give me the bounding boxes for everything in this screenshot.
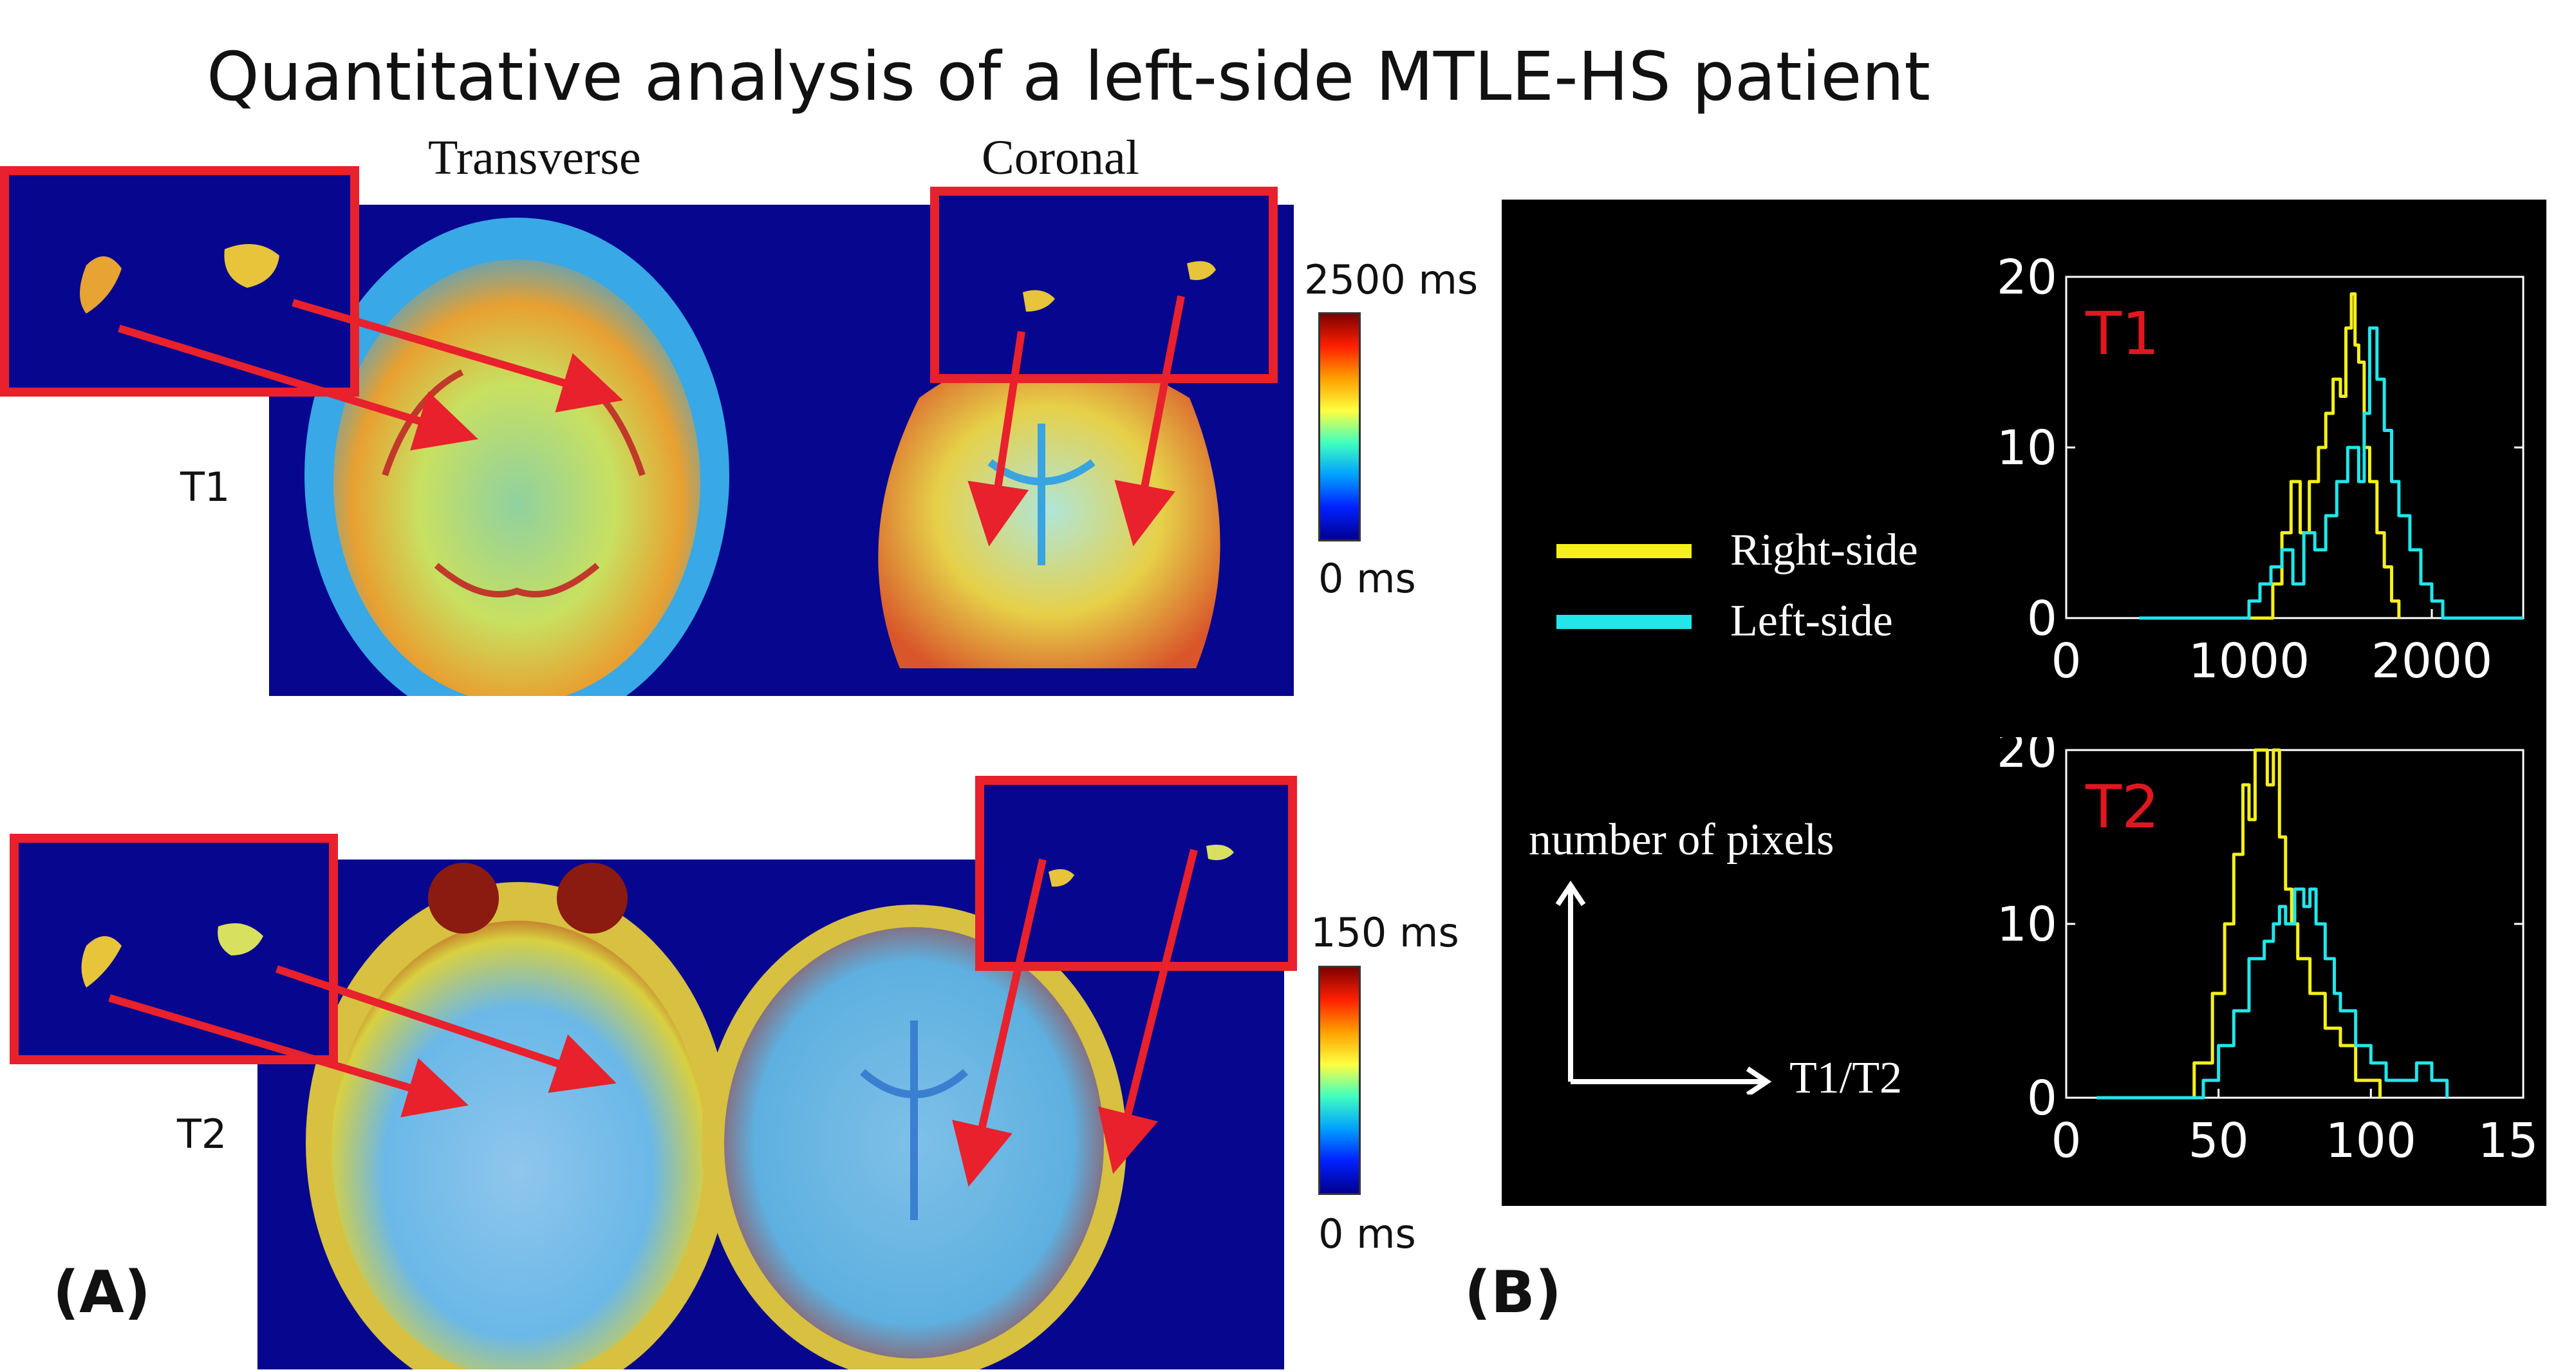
series-right-side-t1	[2249, 292, 2401, 620]
legend-label-right-side: Right-side	[1730, 525, 1918, 575]
panel-tag-t1: T1	[2085, 299, 2160, 368]
t1-transverse-arrow-right	[292, 299, 624, 413]
x-tick-label-t2-1: 50	[2189, 1113, 2249, 1169]
y-tick-label-t1-2: 20	[1997, 258, 2057, 305]
y-tick-label-t1-0: 0	[2027, 591, 2057, 646]
t2-transverse-arrow-left	[108, 994, 469, 1118]
legend-label-left-side: Left-side	[1730, 596, 1893, 646]
t1-coronal-arrow-right	[1114, 295, 1185, 547]
x-axis-key-label: T1/T2	[1789, 1053, 1902, 1103]
t2-coronal-arrow-right	[1097, 849, 1198, 1174]
column-header-transverse: Transverse	[428, 131, 641, 185]
t1-colorbar-max-label: 2500 ms	[1304, 256, 1479, 303]
t1-transverse-hippocampus-inset	[0, 166, 359, 397]
t1-coronal-hippocampus-inset	[930, 187, 1278, 383]
t2-transverse-hippocampus-inset	[10, 834, 338, 1064]
x-tick-label-t2-0: 0	[2051, 1113, 2081, 1169]
t2-colorbar-min-label: 0 ms	[1318, 1210, 1416, 1257]
y-tick-label-t2-1: 10	[1997, 897, 2057, 952]
panel-a-label: (A)	[53, 1259, 151, 1326]
t2-transverse-arrow-right	[275, 965, 617, 1093]
series-left-side-t1	[2139, 326, 2523, 620]
t1-colorbar	[1318, 312, 1361, 541]
legend-swatch-left-side	[1556, 615, 1692, 629]
t1-coronal-arrow-left	[967, 331, 1029, 547]
legend-swatch-right-side	[1556, 544, 1692, 558]
y-tick-label-t2-0: 0	[2027, 1071, 2057, 1126]
t1-colorbar-min-label: 0 ms	[1318, 555, 1416, 602]
panel-b-background	[1502, 200, 2546, 1206]
series-left-side-t2	[2096, 887, 2449, 1100]
row-label-t1: T1	[180, 464, 230, 511]
t2-colorbar-max-label: 150 ms	[1311, 909, 1459, 956]
histogram-t2: T2 0 10 20 0 50 100 150	[1997, 737, 2536, 1169]
t2-coronal-hippocampus-inset	[975, 776, 1297, 971]
t1-annotation-arrows	[118, 295, 1185, 547]
t2-annotation-arrows	[108, 849, 1198, 1187]
y-tick-label-t2-2: 20	[1997, 737, 2057, 778]
t1-transverse-arrow-left	[118, 324, 478, 451]
axes-key-arrows	[1555, 880, 1772, 1095]
x-tick-label-t2-3: 150	[2478, 1113, 2536, 1169]
x-axis-key-arrow	[1571, 1066, 1772, 1095]
panel-b-label: (B)	[1464, 1259, 1562, 1326]
transverse-brain-t2	[331, 921, 705, 1369]
series-right-side-t2	[2172, 748, 2382, 1100]
x-tick-label-t1-0: 0	[2051, 634, 2081, 682]
y-tick-label-t1-1: 10	[1997, 420, 2057, 476]
x-tick-label-t1-1: 1000	[2189, 634, 2310, 682]
x-tick-label-t1-2: 2000	[2371, 634, 2492, 682]
row-label-t2: T2	[177, 1111, 227, 1158]
t2-colorbar	[1318, 966, 1361, 1195]
histogram-t1: T1 0 10 20 0 1000 2000	[1997, 258, 2525, 682]
coronal-brain-t1	[878, 353, 1220, 668]
figure-title: Quantitative analysis of a left-side MTL…	[207, 37, 1930, 116]
y-axis-key-arrow	[1555, 880, 1586, 1082]
y-axis-key-label: number of pixels	[1529, 815, 1834, 865]
panel-tag-t2: T2	[2085, 773, 2160, 841]
x-tick-label-t2-2: 100	[2326, 1113, 2416, 1169]
t2-coronal-arrow-left	[952, 858, 1047, 1187]
column-header-coronal: Coronal	[982, 131, 1139, 185]
